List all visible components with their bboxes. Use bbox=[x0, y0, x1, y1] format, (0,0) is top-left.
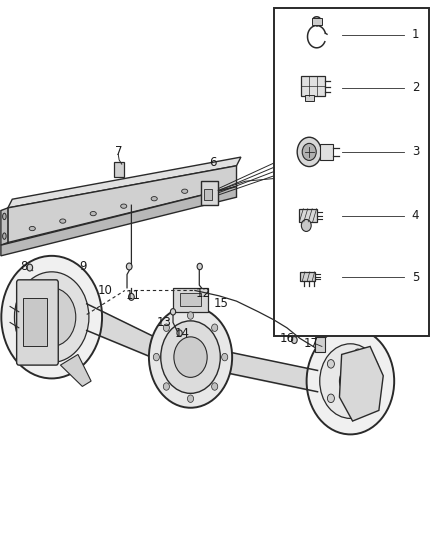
Text: 14: 14 bbox=[174, 327, 189, 340]
Circle shape bbox=[187, 312, 194, 319]
Bar bbox=[23, 298, 47, 346]
Circle shape bbox=[187, 395, 194, 402]
Circle shape bbox=[297, 137, 321, 167]
Circle shape bbox=[174, 337, 207, 377]
Bar bbox=[300, 76, 325, 96]
Ellipse shape bbox=[151, 197, 157, 201]
Circle shape bbox=[14, 272, 89, 362]
Circle shape bbox=[354, 405, 361, 413]
Text: 15: 15 bbox=[214, 297, 229, 310]
Ellipse shape bbox=[90, 212, 96, 216]
Circle shape bbox=[328, 360, 335, 368]
Circle shape bbox=[371, 377, 378, 385]
Bar bbox=[201, 181, 218, 205]
Polygon shape bbox=[1, 208, 8, 245]
Ellipse shape bbox=[129, 293, 134, 301]
Circle shape bbox=[212, 383, 218, 390]
Ellipse shape bbox=[212, 182, 218, 186]
Ellipse shape bbox=[120, 204, 127, 208]
Circle shape bbox=[28, 288, 76, 346]
Ellipse shape bbox=[27, 264, 32, 271]
Text: 12: 12 bbox=[196, 287, 211, 300]
Circle shape bbox=[212, 324, 218, 332]
Polygon shape bbox=[60, 354, 91, 386]
Bar bbox=[204, 189, 212, 200]
Ellipse shape bbox=[292, 337, 297, 343]
Text: 16: 16 bbox=[279, 332, 294, 345]
Circle shape bbox=[161, 321, 220, 393]
Bar bbox=[300, 272, 315, 281]
Bar bbox=[315, 337, 325, 352]
Text: 1: 1 bbox=[412, 28, 419, 41]
Bar bbox=[114, 162, 124, 177]
Circle shape bbox=[320, 344, 381, 418]
Text: 3: 3 bbox=[412, 146, 419, 158]
Text: 13: 13 bbox=[157, 316, 172, 329]
Circle shape bbox=[302, 143, 316, 160]
Circle shape bbox=[354, 349, 361, 358]
Ellipse shape bbox=[177, 330, 182, 336]
Circle shape bbox=[163, 383, 170, 390]
Bar bbox=[312, 19, 321, 25]
Text: 5: 5 bbox=[412, 271, 419, 284]
Text: 10: 10 bbox=[98, 284, 113, 297]
FancyBboxPatch shape bbox=[17, 280, 58, 365]
Text: 2: 2 bbox=[412, 82, 419, 94]
Circle shape bbox=[1, 256, 102, 378]
Circle shape bbox=[153, 353, 159, 361]
Polygon shape bbox=[339, 346, 383, 421]
Text: 11: 11 bbox=[126, 289, 141, 302]
Circle shape bbox=[328, 394, 335, 402]
Ellipse shape bbox=[182, 189, 188, 193]
Ellipse shape bbox=[170, 309, 176, 315]
Text: 7: 7 bbox=[114, 146, 122, 158]
Circle shape bbox=[339, 368, 361, 394]
Ellipse shape bbox=[60, 219, 66, 223]
Polygon shape bbox=[8, 166, 237, 243]
Circle shape bbox=[222, 353, 228, 361]
Circle shape bbox=[163, 324, 170, 332]
Circle shape bbox=[149, 306, 232, 408]
Text: 9: 9 bbox=[79, 260, 87, 273]
Bar bbox=[305, 95, 314, 101]
Ellipse shape bbox=[3, 213, 6, 220]
Ellipse shape bbox=[29, 227, 35, 231]
Bar bbox=[299, 208, 317, 222]
Text: 17: 17 bbox=[304, 337, 318, 350]
Polygon shape bbox=[1, 187, 237, 256]
Text: 4: 4 bbox=[412, 209, 419, 222]
Ellipse shape bbox=[126, 263, 132, 270]
Bar bbox=[320, 144, 333, 160]
Polygon shape bbox=[8, 157, 241, 208]
Bar bbox=[173, 288, 208, 312]
Bar bbox=[274, 8, 429, 336]
Text: 8: 8 bbox=[21, 260, 28, 273]
Text: 6: 6 bbox=[208, 156, 216, 169]
Circle shape bbox=[307, 328, 394, 434]
Ellipse shape bbox=[3, 233, 6, 239]
Ellipse shape bbox=[197, 263, 202, 270]
Circle shape bbox=[301, 220, 311, 231]
Bar bbox=[180, 293, 201, 306]
